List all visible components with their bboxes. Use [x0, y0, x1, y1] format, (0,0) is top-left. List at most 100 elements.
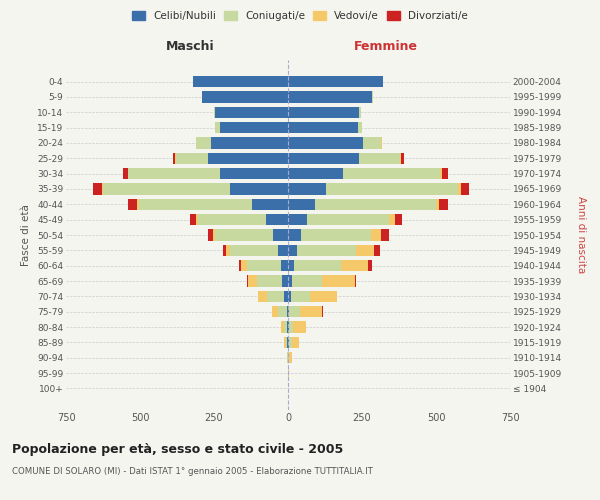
- Bar: [92, 183, 101, 194]
- Bar: [301, 229, 371, 241]
- Bar: [293, 322, 307, 333]
- Bar: [355, 276, 356, 287]
- Bar: [289, 322, 293, 333]
- Bar: [341, 260, 368, 272]
- Bar: [253, 198, 288, 210]
- Bar: [307, 214, 389, 226]
- Text: Popolazione per età, sesso e stato civile - 2005: Popolazione per età, sesso e stato civil…: [12, 442, 343, 456]
- Bar: [288, 91, 373, 102]
- Bar: [128, 198, 137, 210]
- Bar: [208, 229, 212, 241]
- Bar: [215, 106, 288, 118]
- Bar: [239, 260, 241, 272]
- Bar: [282, 276, 288, 287]
- Bar: [395, 214, 402, 226]
- Bar: [123, 168, 128, 179]
- Bar: [288, 244, 297, 256]
- Bar: [288, 276, 292, 287]
- Bar: [289, 336, 292, 348]
- Bar: [292, 336, 299, 348]
- Bar: [267, 290, 284, 302]
- Bar: [368, 260, 373, 272]
- Bar: [284, 322, 287, 333]
- Bar: [173, 152, 175, 164]
- Bar: [247, 260, 281, 272]
- Bar: [292, 276, 322, 287]
- Bar: [220, 168, 288, 179]
- Bar: [196, 137, 211, 148]
- Bar: [273, 229, 288, 241]
- Bar: [461, 183, 469, 194]
- Bar: [401, 152, 404, 164]
- Bar: [214, 106, 215, 118]
- Bar: [439, 198, 448, 210]
- Bar: [289, 306, 300, 318]
- Bar: [176, 152, 208, 164]
- Bar: [364, 137, 381, 148]
- Bar: [215, 122, 220, 134]
- Bar: [288, 168, 343, 179]
- Bar: [288, 260, 294, 272]
- Bar: [288, 198, 314, 210]
- Bar: [288, 306, 289, 318]
- Bar: [326, 183, 458, 194]
- Y-axis label: Fasce di età: Fasce di età: [22, 204, 31, 266]
- Bar: [288, 152, 359, 164]
- Bar: [358, 122, 362, 134]
- Bar: [259, 290, 267, 302]
- Bar: [137, 198, 139, 210]
- Bar: [272, 306, 278, 318]
- Bar: [288, 122, 358, 134]
- Bar: [288, 352, 289, 364]
- Bar: [215, 229, 273, 241]
- Bar: [288, 137, 364, 148]
- Bar: [288, 106, 359, 118]
- Bar: [281, 260, 288, 272]
- Bar: [230, 183, 288, 194]
- Bar: [198, 214, 266, 226]
- Bar: [266, 214, 288, 226]
- Text: Maschi: Maschi: [166, 40, 215, 53]
- Bar: [139, 198, 253, 210]
- Bar: [294, 260, 341, 272]
- Bar: [278, 306, 287, 318]
- Bar: [208, 152, 288, 164]
- Text: Femmine: Femmine: [353, 40, 418, 53]
- Bar: [458, 183, 461, 194]
- Bar: [356, 244, 374, 256]
- Bar: [322, 276, 355, 287]
- Bar: [190, 214, 196, 226]
- Bar: [288, 229, 301, 241]
- Bar: [440, 168, 442, 179]
- Bar: [223, 244, 226, 256]
- Bar: [230, 244, 278, 256]
- Bar: [196, 214, 198, 226]
- Bar: [193, 76, 288, 88]
- Bar: [211, 137, 288, 148]
- Bar: [226, 244, 230, 256]
- Bar: [284, 336, 286, 348]
- Bar: [288, 290, 291, 302]
- Bar: [241, 260, 247, 272]
- Bar: [220, 122, 288, 134]
- Bar: [381, 229, 389, 241]
- Bar: [212, 229, 215, 241]
- Bar: [371, 229, 381, 241]
- Bar: [291, 290, 310, 302]
- Bar: [287, 306, 288, 318]
- Bar: [257, 276, 282, 287]
- Bar: [359, 106, 361, 118]
- Bar: [286, 336, 287, 348]
- Bar: [289, 352, 292, 364]
- Y-axis label: Anni di nascita: Anni di nascita: [576, 196, 586, 274]
- Bar: [284, 290, 288, 302]
- Bar: [343, 168, 440, 179]
- Bar: [248, 276, 257, 287]
- Legend: Celibi/Nubili, Coniugati/e, Vedovi/e, Divorziati/e: Celibi/Nubili, Coniugati/e, Vedovi/e, Di…: [129, 8, 471, 24]
- Bar: [374, 244, 380, 256]
- Bar: [101, 183, 103, 194]
- Bar: [297, 244, 356, 256]
- Bar: [400, 152, 401, 164]
- Bar: [314, 198, 436, 210]
- Bar: [288, 214, 307, 226]
